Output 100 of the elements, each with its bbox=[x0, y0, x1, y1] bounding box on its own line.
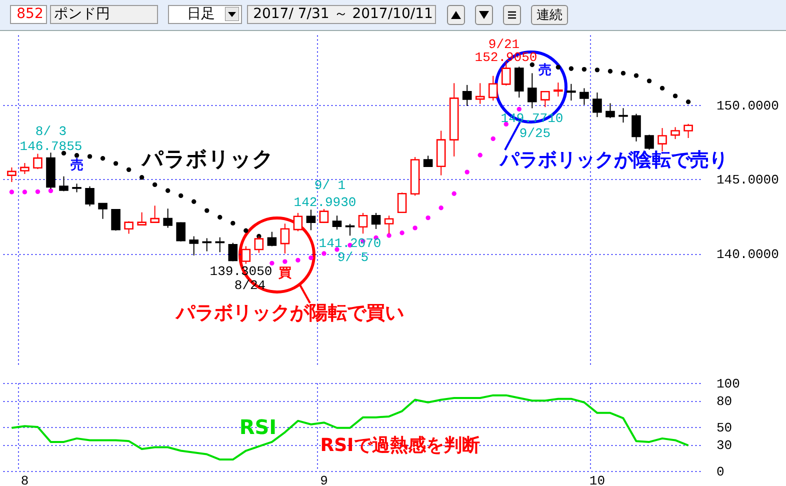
candlestick bbox=[228, 242, 238, 262]
candlestick bbox=[371, 212, 381, 230]
candlestick bbox=[684, 123, 693, 139]
y-tick-label: 100 bbox=[716, 376, 740, 392]
chart-subtitle: 2017/ 7/31 ～ 2017/10/11 bbox=[253, 6, 433, 22]
point bbox=[672, 94, 678, 98]
candlestick bbox=[475, 82, 485, 104]
candlestick bbox=[566, 83, 576, 102]
y-tick-label: 0 bbox=[716, 464, 724, 480]
point bbox=[426, 215, 430, 220]
candlestick bbox=[124, 220, 134, 234]
point bbox=[218, 214, 222, 220]
date-range-field: 2017/ 7/31 ～ 2017/10/11 bbox=[247, 5, 436, 24]
candlestick bbox=[462, 84, 472, 106]
point bbox=[568, 66, 574, 71]
annotation: 売 bbox=[70, 158, 84, 173]
point bbox=[48, 188, 54, 194]
annotation: パラボリックが陰転で売り bbox=[499, 149, 728, 171]
candlestick bbox=[540, 90, 550, 108]
point bbox=[438, 206, 444, 210]
point bbox=[61, 150, 66, 156]
point bbox=[646, 78, 652, 84]
point bbox=[9, 190, 14, 194]
point bbox=[620, 70, 626, 76]
candlestick bbox=[137, 212, 146, 226]
point bbox=[230, 220, 236, 226]
candlestick bbox=[33, 153, 42, 170]
candlestick bbox=[111, 208, 120, 232]
candlestick bbox=[280, 223, 290, 254]
candlestick bbox=[332, 215, 342, 230]
point bbox=[556, 64, 561, 70]
candlestick bbox=[267, 231, 277, 247]
candlestick bbox=[254, 236, 264, 254]
candlestick bbox=[163, 208, 172, 228]
annotation: 146.7855 bbox=[20, 139, 82, 154]
candlestick bbox=[358, 212, 368, 234]
annotation: RSIで過熱感を判断 bbox=[320, 435, 480, 456]
point bbox=[660, 86, 665, 91]
annotation: パラボリック bbox=[141, 147, 274, 171]
point bbox=[100, 156, 106, 161]
point bbox=[178, 193, 184, 198]
point bbox=[87, 154, 92, 159]
candlestick bbox=[554, 82, 563, 98]
point bbox=[490, 136, 496, 142]
candlestick bbox=[345, 223, 355, 236]
candlestick bbox=[644, 134, 654, 150]
name-field: ポンド円 bbox=[50, 5, 158, 24]
annotation: 142.9930 bbox=[294, 195, 356, 210]
y-tick-label: 145.0000 bbox=[716, 172, 779, 188]
point bbox=[412, 226, 418, 230]
point bbox=[192, 199, 196, 204]
point bbox=[270, 260, 274, 266]
point bbox=[166, 188, 170, 193]
point bbox=[516, 106, 522, 112]
y-tick-label: 30 bbox=[716, 438, 732, 454]
candlestick bbox=[632, 113, 641, 142]
candlestick bbox=[241, 246, 251, 264]
candlestick bbox=[85, 186, 94, 207]
point bbox=[386, 233, 392, 238]
y-tick-label: 80 bbox=[716, 394, 732, 410]
candlestick bbox=[150, 205, 160, 224]
point bbox=[452, 191, 456, 196]
point bbox=[464, 170, 470, 174]
line-series bbox=[10, 394, 690, 461]
candlestick bbox=[59, 176, 68, 192]
point bbox=[152, 182, 158, 188]
annotation: 買 bbox=[278, 266, 292, 281]
candlestick bbox=[618, 108, 628, 124]
point bbox=[113, 161, 118, 166]
series-label: RSI bbox=[239, 415, 277, 439]
x-tick-label: 10 bbox=[589, 474, 606, 486]
candlestick bbox=[189, 236, 199, 256]
point bbox=[204, 208, 210, 213]
y-tick-label: 50 bbox=[716, 420, 732, 436]
annotation: 8/ 3 bbox=[35, 124, 67, 139]
x-tick-label: 8 bbox=[20, 474, 29, 486]
candlestick bbox=[306, 209, 316, 231]
candlestick bbox=[606, 102, 615, 119]
candlestick bbox=[580, 88, 589, 106]
point bbox=[608, 68, 613, 74]
period-dropdown: 日足 bbox=[168, 5, 242, 24]
candlestick bbox=[397, 192, 407, 214]
point bbox=[400, 230, 404, 236]
candlestick bbox=[20, 162, 30, 174]
candlestick bbox=[98, 202, 108, 220]
candlestick bbox=[592, 92, 602, 118]
point bbox=[634, 73, 639, 78]
x-tick-label: 9 bbox=[320, 474, 328, 486]
candlestick bbox=[514, 66, 524, 98]
candlestick bbox=[319, 208, 329, 224]
annotation: 9/ 5 bbox=[337, 250, 369, 265]
candlestick bbox=[488, 75, 498, 102]
point bbox=[594, 68, 600, 72]
point bbox=[35, 189, 40, 194]
point bbox=[582, 66, 587, 72]
candlestick bbox=[528, 72, 537, 109]
point bbox=[74, 153, 80, 158]
candlestick bbox=[670, 126, 680, 140]
annotation: 売 bbox=[538, 63, 552, 78]
candlestick bbox=[176, 222, 186, 242]
